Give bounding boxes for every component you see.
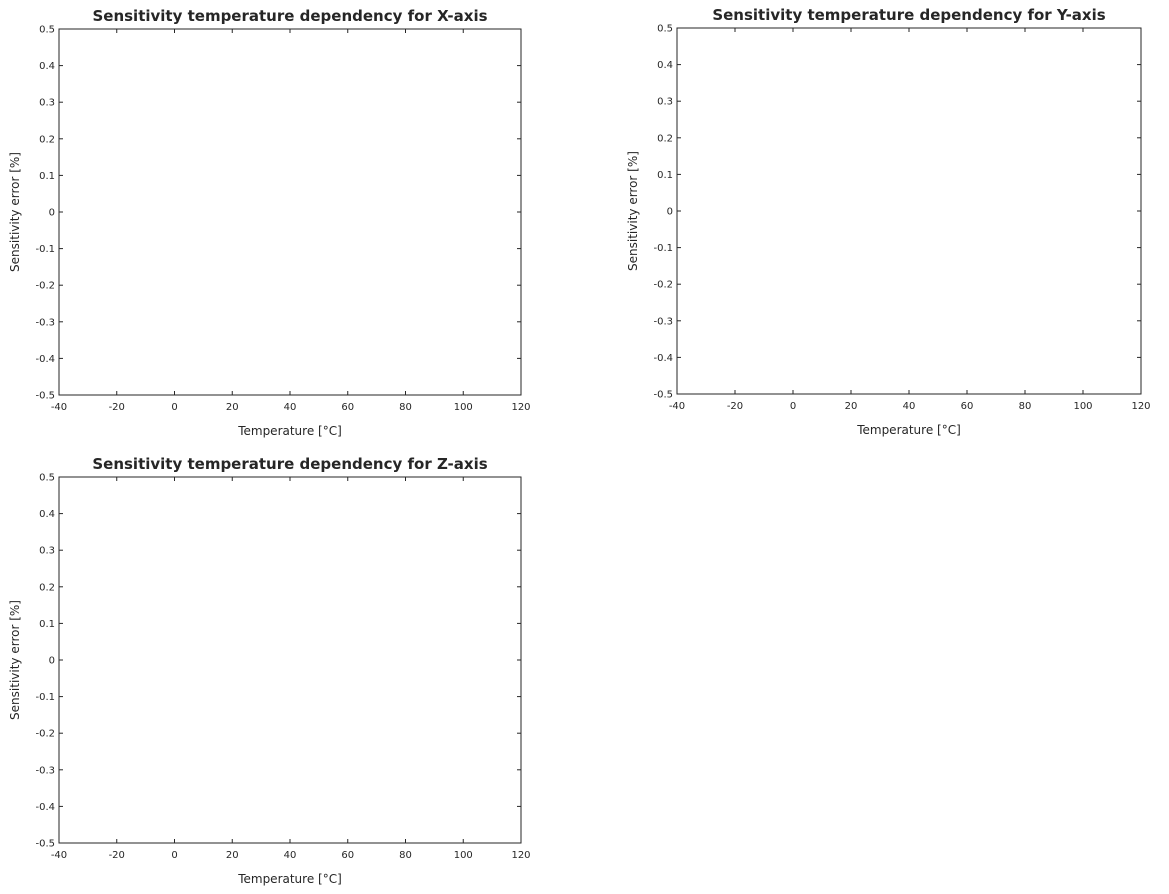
chart-title: Sensitivity temperature dependency for Z… — [92, 455, 487, 473]
plot-frame — [58, 476, 522, 844]
x-tick-label: 20 — [226, 402, 239, 413]
y-tick-label: -0.4 — [35, 802, 55, 813]
y-tick-label: 0.2 — [657, 133, 673, 144]
y-tick-label: -0.4 — [653, 353, 673, 364]
x-tick-label: -20 — [727, 401, 743, 412]
x-tick-label: -20 — [109, 402, 125, 413]
y-tick-label: 0.4 — [39, 61, 55, 72]
chart-title: Sensitivity temperature dependency for X… — [92, 7, 487, 25]
y-tick-label: 0.1 — [39, 171, 55, 182]
x-tick-label: 80 — [399, 850, 412, 861]
y-tick-label: 0.4 — [657, 60, 673, 71]
x-tick-label: 0 — [171, 850, 177, 861]
x-tick-label: 40 — [284, 850, 297, 861]
y-tick-label: -0.2 — [653, 280, 673, 291]
x-tick-label: 100 — [454, 850, 473, 861]
y-tick-label: -0.3 — [35, 765, 55, 776]
x-tick-label: 40 — [903, 401, 916, 412]
y-tick-label: 0.1 — [39, 619, 55, 630]
x-tick-label: 40 — [284, 402, 297, 413]
x-tick-label: -40 — [51, 850, 67, 861]
y-tick-label: 0.5 — [39, 473, 55, 484]
y-tick-label: -0.1 — [653, 243, 673, 254]
chart-title: Sensitivity temperature dependency for Y… — [712, 6, 1105, 24]
y-tick-label: 0.3 — [39, 98, 55, 109]
x-tick-label: 120 — [511, 850, 530, 861]
y-tick-label: 0.3 — [39, 546, 55, 557]
x-tick-label: 120 — [1131, 401, 1150, 412]
plot-frame — [676, 27, 1142, 395]
y-tick-label: 0.2 — [39, 582, 55, 593]
x-axis-label: Temperature [°C] — [856, 423, 961, 437]
x-tick-label: 100 — [454, 402, 473, 413]
x-tick-label: 0 — [171, 402, 177, 413]
y-tick-label: -0.4 — [35, 354, 55, 365]
x-tick-label: 60 — [341, 850, 354, 861]
y-tick-label: 0.4 — [39, 509, 55, 520]
x-tick-label: 0 — [790, 401, 796, 412]
plot-frame — [58, 28, 522, 396]
y-tick-label: 0.1 — [657, 170, 673, 181]
x-tick-label: 100 — [1073, 401, 1092, 412]
y-tick-label: 0.5 — [39, 25, 55, 36]
y-tick-label: -0.1 — [35, 244, 55, 255]
chart-panel-2: -40 -20 0 20 40 60 80 100 120 -0.5 -0.4 -0.3 -0.2 -0.… — [626, 6, 1151, 437]
y-tick-label: -0.1 — [35, 692, 55, 703]
y-axis-label: Sensitivity error [%] — [8, 152, 22, 272]
x-tick-label: -20 — [109, 850, 125, 861]
chart-panel-3: -40 -20 0 20 40 60 80 100 120 -0.5 -0.4 -0.3 -0.2 -0.… — [8, 455, 531, 886]
chart-panel-1: -40 -20 0 20 40 60 80 100 120 -0.5 -0.4 -0.3 -0.2 -0.… — [8, 7, 531, 438]
y-tick-label: 0.2 — [39, 134, 55, 145]
y-tick-label: -0.5 — [35, 391, 55, 402]
y-tick-label: -0.3 — [653, 316, 673, 327]
x-tick-label: 80 — [1019, 401, 1032, 412]
x-tick-label: 20 — [845, 401, 858, 412]
y-tick-label: -0.2 — [35, 281, 55, 292]
x-tick-label: -40 — [669, 401, 685, 412]
y-tick-label: -0.2 — [35, 729, 55, 740]
y-tick-label: 0 — [49, 208, 55, 219]
x-tick-label: -40 — [51, 402, 67, 413]
x-tick-label: 80 — [399, 402, 412, 413]
y-tick-label: -0.5 — [653, 390, 673, 401]
y-tick-label: 0 — [49, 656, 55, 667]
x-tick-label: 60 — [961, 401, 974, 412]
y-tick-label: -0.3 — [35, 317, 55, 328]
y-axis-label: Sensitivity error [%] — [626, 151, 640, 271]
x-axis-label: Temperature [°C] — [237, 424, 342, 438]
y-axis-label: Sensitivity error [%] — [8, 600, 22, 720]
x-tick-label: 60 — [341, 402, 354, 413]
y-tick-label: -0.5 — [35, 839, 55, 850]
x-tick-label: 120 — [511, 402, 530, 413]
x-axis-label: Temperature [°C] — [237, 872, 342, 886]
y-tick-label: 0.5 — [657, 24, 673, 35]
y-tick-label: 0.3 — [657, 97, 673, 108]
x-tick-label: 20 — [226, 850, 239, 861]
y-tick-label: 0 — [667, 207, 673, 218]
